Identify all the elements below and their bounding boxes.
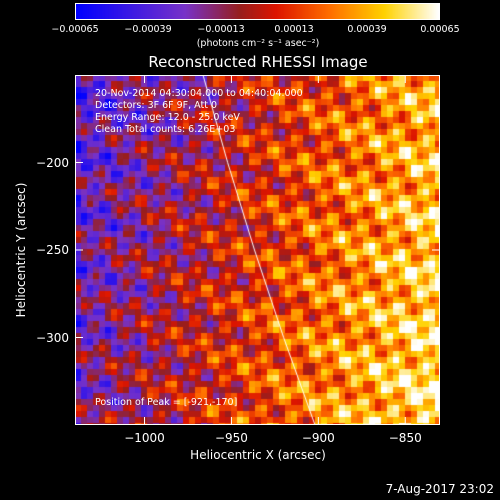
x-tick-label: −950 (214, 431, 248, 445)
heatmap-image (75, 75, 440, 425)
colorbar-tick-label: 0.00039 (347, 24, 387, 35)
colorbar-unit-label: (photons cm⁻² s⁻¹ asec⁻²) (196, 38, 320, 49)
annotation-time-range: 20-Nov-2014 04:30:04.000 to 04:40:04.000 (95, 88, 303, 99)
x-tick-label: −850 (388, 431, 422, 445)
peak-position-label: Position of Peak = [-921,-170] (95, 397, 238, 408)
colorbar-tick-label: −0.00013 (197, 24, 245, 35)
colorbar (75, 3, 440, 20)
colorbar-tick-label: 0.00065 (420, 24, 460, 35)
footer-date: 7-Aug-2017 23:02 (385, 482, 494, 496)
x-tick-label: −1000 (124, 431, 165, 445)
colorbar-tick-label: −0.00065 (51, 24, 99, 35)
annotation-detectors: Detectors: 3F 6F 9F, Att 0 (95, 100, 218, 111)
annotation-energy-range: Energy Range: 12.0 - 25.0 keV (95, 112, 240, 123)
x-axis-label: Heliocentric X (arcsec) (190, 448, 326, 462)
colorbar-tick-label: −0.00039 (124, 24, 172, 35)
y-axis-label: Heliocentric Y (arcsec) (14, 182, 28, 318)
y-tick-label: −200 (36, 155, 69, 170)
chart-title: Reconstructed RHESSI Image (148, 53, 368, 71)
y-tick-label: −250 (36, 243, 69, 257)
x-tick-label: −900 (301, 431, 335, 445)
y-tick-label: −300 (36, 330, 69, 345)
annotation-clean-counts: Clean Total counts: 6.26E+03 (95, 124, 236, 135)
colorbar-tick-label: 0.00013 (274, 24, 314, 35)
